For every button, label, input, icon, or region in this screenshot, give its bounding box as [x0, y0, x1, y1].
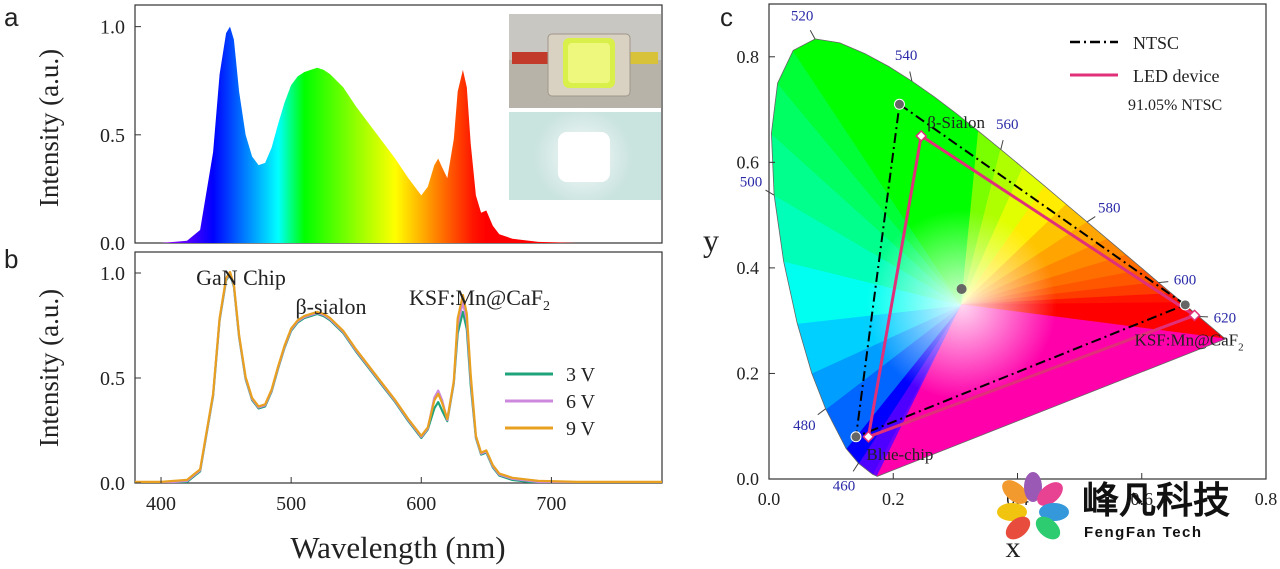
locus-tick: [809, 30, 816, 40]
y-tick-label: 1.0: [100, 263, 125, 285]
wavelength-label: 460: [833, 478, 856, 494]
y-tick-label: 0.4: [737, 258, 760, 278]
locus-tick: [1000, 140, 1004, 150]
wavelength-label: 560: [996, 117, 1019, 133]
panel-c-ticks: 0.00.20.40.60.80.00.20.40.60.8: [737, 47, 1278, 509]
wavelength-label: 600: [1174, 273, 1197, 289]
watermark-en: FengFan Tech: [1084, 524, 1203, 541]
led-chip-off-photo: [509, 14, 661, 108]
wavelength-label: 500: [740, 175, 763, 191]
point-label: KSF:Mn@CaF2: [1135, 330, 1244, 353]
panel-b-xlabel: Wavelength (nm): [290, 530, 505, 565]
x-tick-label: 600: [406, 493, 436, 515]
panel-b-label: b: [4, 244, 18, 274]
annotation-ksf: KSF:Mn@CaF2: [409, 285, 550, 314]
white-point: [956, 284, 967, 294]
panel-a-y-ticks: 0.0 0.5 1.0: [100, 17, 141, 255]
ntsc-vertex: [850, 431, 862, 443]
watermark: 峰凡科技 FengFan Tech: [997, 472, 1230, 541]
panel-a-spectrum: [135, 26, 662, 243]
legend-label: LED device: [1133, 66, 1219, 86]
panel-c-xlabel: x: [1006, 531, 1021, 564]
y-tick-label: 0.0: [737, 469, 760, 489]
legend-label: NTSC: [1133, 33, 1179, 53]
legend-note: 91.05% NTSC: [1128, 97, 1222, 114]
y-tick-label: 0.5: [100, 125, 125, 147]
panel-c-label: c: [720, 2, 733, 32]
annotation-gan-chip: GaN Chip: [196, 265, 286, 290]
watermark-cn: 峰凡科技: [1082, 480, 1230, 521]
white-region: [866, 209, 1057, 400]
panel-a-label: a: [4, 2, 19, 32]
point-label: Blue-chip: [866, 445, 933, 464]
locus-tick: [1158, 281, 1169, 284]
wavelength-label: 520: [791, 9, 814, 25]
ntsc-vertex: [1179, 299, 1191, 311]
x-tick-label: 500: [276, 493, 306, 515]
legend-label: 6 V: [566, 391, 596, 413]
locus-outline: [770, 38, 1227, 477]
led-vertex: [915, 129, 928, 143]
panel-b-ticks: 0.0 0.5 1.0 400 500 600 700: [100, 263, 566, 515]
spectrum-area: [135, 26, 662, 243]
locus-wavelength-labels: 460 480 500 520 540 560 580 600 620: [740, 9, 1236, 495]
ntsc-triangle: [854, 102, 1188, 439]
panel-a-ylabel: Intensity (a.u.): [34, 49, 64, 207]
legend-label: 3 V: [566, 364, 596, 386]
x-tick-label: 0.6: [1131, 489, 1154, 509]
y-tick-label: 0.2: [737, 363, 760, 383]
locus-tick: [852, 462, 859, 472]
panel-c-ylabel: y: [703, 222, 719, 258]
y-tick-label: 0.0: [100, 233, 125, 255]
y-tick-label: 0.5: [100, 368, 125, 390]
wavelength-label: 620: [1214, 311, 1237, 327]
locus-tick: [909, 71, 913, 82]
y-tick-label: 0.8: [737, 47, 760, 67]
led-vertex: [1188, 309, 1201, 322]
panel-b-ylabel: Intensity (a.u.): [34, 289, 64, 447]
wavelength-label: 540: [895, 48, 918, 64]
ntsc-vertex: [893, 98, 905, 110]
y-tick-label: 1.0: [100, 17, 125, 39]
point-label: β-Sialon: [927, 113, 985, 132]
panel-b-legend: 3 V 6 V 9 V: [505, 364, 596, 440]
panel-a: a 0.0 0.5 1.0 Intensity (a.u.): [4, 2, 663, 255]
locus-tick: [1086, 216, 1096, 223]
y-tick-label: 0.6: [737, 152, 760, 172]
panel-b-series: [135, 270, 662, 483]
fengfan-logo: [997, 472, 1069, 540]
panel-b-frame: [134, 251, 663, 484]
x-tick-label: 0.0: [758, 489, 781, 509]
wavelength-label: 480: [793, 418, 816, 434]
annotation-beta-sialon: β-sialon: [295, 294, 366, 319]
x-tick-label: 0.2: [882, 489, 905, 509]
led-chip-on-photo: [509, 107, 661, 207]
panel-b: b 0.0 0.5 1.0 400 500 600 700 Intensity (a.u.)…: [4, 244, 663, 565]
series-line: [135, 270, 662, 483]
panel-c-legend: NTSC LED device 91.05% NTSC: [1070, 33, 1222, 114]
locus-tick: [765, 189, 775, 196]
led-triangle: [866, 133, 1198, 440]
x-tick-label: 700: [536, 493, 566, 515]
x-tick-label: 400: [146, 493, 176, 515]
locus-tick: [817, 408, 826, 416]
x-tick-label: 0.8: [1255, 489, 1278, 509]
gamut-triangles: β-Sialon KSF:Mn@CaF2 Blue-chip: [850, 98, 1244, 464]
wavelength-label: 580: [1098, 200, 1121, 216]
led-vertex: [862, 430, 875, 443]
y-tick-label: 0.0: [100, 473, 125, 495]
legend-label: 9 V: [566, 418, 596, 440]
